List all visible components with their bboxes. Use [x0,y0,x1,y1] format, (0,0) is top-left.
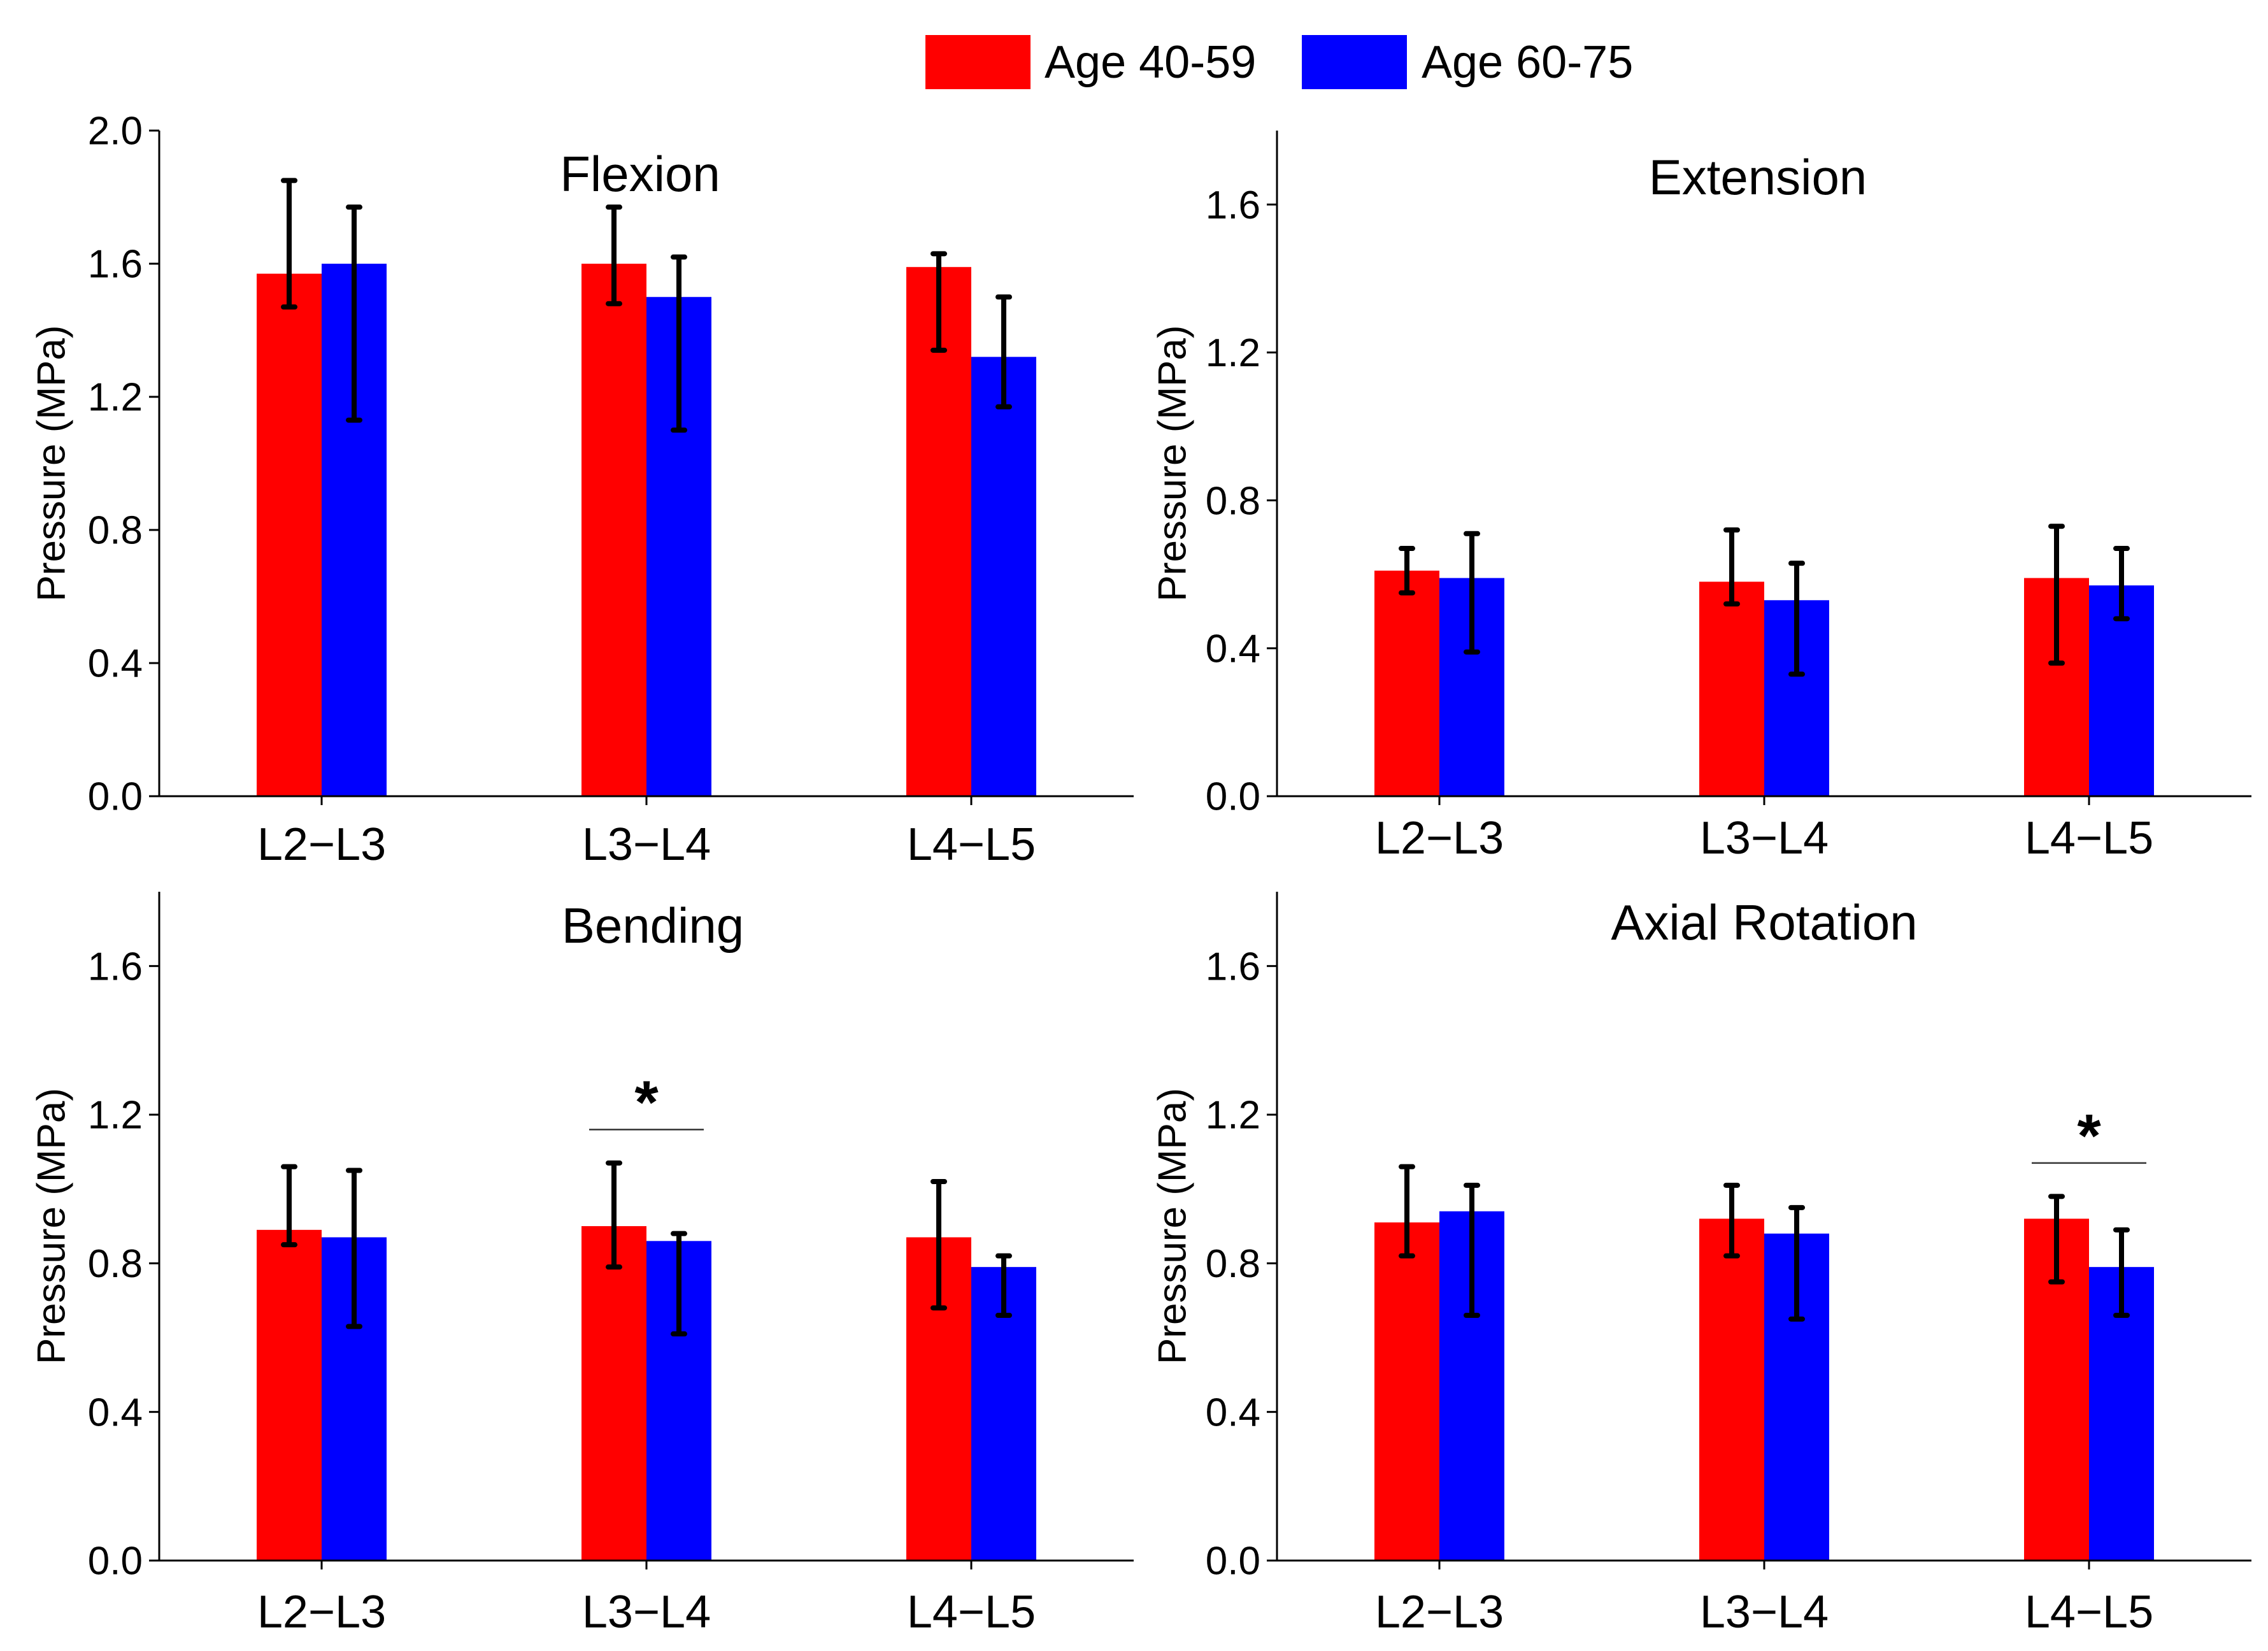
y-tick-label: 2.0 [88,110,143,154]
error-bar [1464,1182,1480,1318]
error-bar [995,294,1012,410]
x-tick-label: L3−L4 [1700,1587,1829,1638]
error-bar [606,1160,622,1270]
panel-bending: Bending Pressure (MPa) 0.0 0.4 0.8 1.2 1.6 L2−L… [30,892,1134,1638]
bar-age-40-59-l4-l5 [906,267,971,797]
error-bar [671,254,687,433]
panel-axial-rotation: Axial Rotation Pressure (MPa) 0.0 0.4 0.8 1.2… [1151,892,2251,1638]
panel-flexion: Flexion Pressure (MPa) 0.0 0.4 0.8 1.2 1.6 2.0 L… [30,110,1134,870]
y-tick-label: 0.4 [1206,627,1260,671]
y-tick-label: 1.2 [1206,1094,1260,1138]
error-bar [1464,531,1480,655]
y-tick-label: 0.0 [1206,775,1260,819]
y-axis-label: Pressure (MPa) [30,325,74,601]
y-tick-label: 1.2 [88,376,143,420]
panel-title: Bending [562,897,744,954]
legend-label-age-60-75: Age 60-75 [1422,37,1633,88]
bar-age-40-59-l2-l3 [257,273,322,796]
panel-title: Flexion [560,146,720,202]
x-tick-label: L4−L5 [907,1587,1036,1638]
x-tick-label: L3−L4 [582,819,711,870]
y-tick-label: 0.0 [88,1540,143,1583]
x-tick-label: L3−L4 [582,1587,711,1638]
error-bar [2048,524,2065,666]
y-tick-label: 0.8 [1206,1242,1260,1286]
y-axis-label: Pressure (MPa) [1151,325,1195,601]
x-tick-label: L3−L4 [1700,813,1829,864]
bar-age-40-59-l3-l4 [1699,1219,1764,1561]
x-tick-label: L2−L3 [1375,1587,1504,1638]
error-bar [2113,546,2130,622]
error-bar [931,251,947,353]
y-tick-label: 1.6 [1206,945,1260,989]
panel-title: Extension [1649,149,1867,205]
legend-label-age-40-59: Age 40-59 [1045,37,1256,88]
panel-title: Axial Rotation [1611,894,1917,950]
y-tick-label: 0.4 [88,642,143,686]
panel-extension: Extension Pressure (MPa) 0.0 0.4 0.8 1.2 1.6 L2… [1151,131,2251,864]
x-tick-label: L4−L5 [907,819,1036,870]
error-bar [671,1231,687,1337]
error-bar [1723,527,1740,607]
y-tick-label: 1.2 [1206,331,1260,375]
error-bar [1399,1164,1415,1259]
legend: Age 40-59 Age 60-75 [925,35,1633,89]
error-bar [1399,546,1415,596]
bar-age-40-59-l3-l4 [1699,582,1764,796]
x-tick-label: L4−L5 [2025,1587,2153,1638]
bar-age-60-75-l4-l5 [971,357,1036,796]
error-bar [281,1164,297,1248]
error-bar [606,204,622,306]
error-bar [2113,1227,2130,1318]
x-tick-label: L4−L5 [2025,813,2153,864]
bar-age-40-59-l2-l3 [257,1229,322,1561]
error-bar [1788,561,1805,677]
error-bar [281,178,297,310]
legend-swatch-age-60-75 [1302,35,1407,89]
error-bar [931,1179,947,1311]
significance-star: * [2077,1102,2101,1170]
error-bar [1723,1182,1740,1259]
x-tick-label: L2−L3 [1375,813,1504,864]
bar-age-40-59-l2-l3 [1374,570,1439,796]
y-tick-label: 0.8 [88,509,143,553]
legend-swatch-age-40-59 [925,35,1031,89]
bar-age-40-59-l3-l4 [581,1226,646,1561]
significance-star: * [634,1068,659,1136]
bar-age-40-59-l3-l4 [581,264,646,796]
x-tick-label: L2−L3 [257,1587,386,1638]
error-bar [995,1253,1012,1318]
y-tick-label: 0.4 [88,1390,143,1434]
y-tick-label: 0.0 [1206,1540,1260,1583]
error-bar [1788,1204,1805,1322]
y-tick-label: 0.0 [88,775,143,819]
x-tick-label: L2−L3 [257,819,386,870]
y-tick-label: 1.2 [88,1094,143,1138]
y-axis-label: Pressure (MPa) [30,1088,74,1364]
y-tick-label: 1.6 [88,945,143,989]
error-bar [2048,1194,2065,1285]
y-tick-label: 1.6 [88,243,143,287]
error-bar [346,1168,362,1329]
y-tick-label: 0.4 [1206,1390,1260,1434]
y-tick-label: 1.6 [1206,183,1260,227]
bar-age-40-59-l2-l3 [1374,1222,1439,1561]
y-tick-label: 0.8 [88,1242,143,1286]
y-tick-label: 0.8 [1206,479,1260,523]
error-bar [346,204,362,423]
chart-panels: Flexion Pressure (MPa) 0.0 0.4 0.8 1.2 1.6 2.0 L… [30,110,2251,1638]
y-axis-label: Pressure (MPa) [1151,1088,1195,1364]
